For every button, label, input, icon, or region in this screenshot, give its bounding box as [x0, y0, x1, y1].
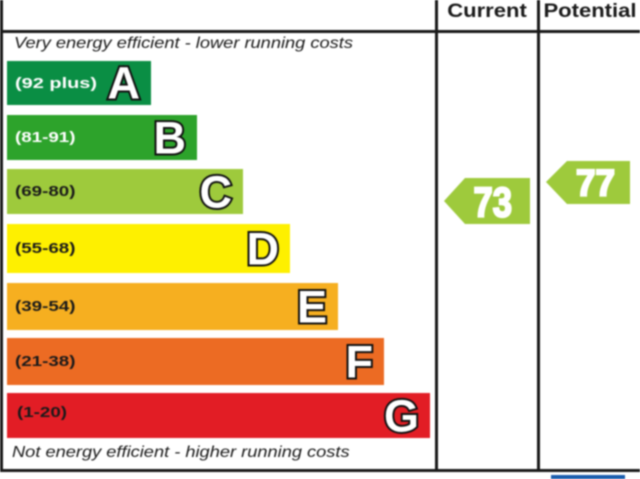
svg-text:77: 77: [576, 163, 615, 204]
svg-text:73: 73: [474, 179, 513, 226]
